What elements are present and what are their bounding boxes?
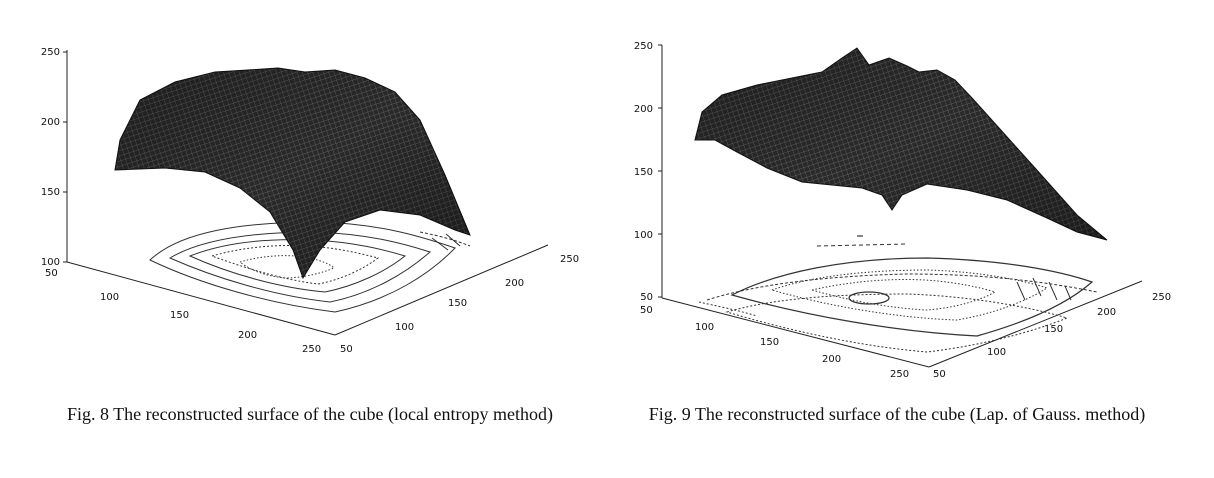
x-tick-label: 100 xyxy=(100,292,119,303)
y-tick-label: 100 xyxy=(395,322,414,333)
y-tick-label: 200 xyxy=(505,278,524,289)
x-tick-label: 250 xyxy=(890,369,909,380)
x-tick-label: 50 xyxy=(45,268,58,279)
x-tick-label: 50 xyxy=(640,305,653,316)
z-tick-label: 250 xyxy=(634,41,653,52)
y-tick-label: 100 xyxy=(987,347,1006,358)
x-tick-label: 150 xyxy=(760,337,779,348)
figure-caption: Fig. 8 The reconstructed surface of the … xyxy=(67,404,553,424)
surface-plot-fig8: 250 200 150 100 50 100 150 200 250 50 10… xyxy=(41,47,579,355)
x-tick-label: 150 xyxy=(170,310,189,321)
y-tick-label: 250 xyxy=(1152,292,1171,303)
contour-lines-fig9 xyxy=(698,235,1098,353)
z-tick-label: 150 xyxy=(41,187,60,198)
x-tick-label: 250 xyxy=(302,344,321,355)
y-tick-label: 150 xyxy=(448,298,467,309)
x-axis-fig8 xyxy=(66,261,336,336)
z-tick-label: 100 xyxy=(634,230,653,241)
contour-lines-fig8 xyxy=(149,221,471,313)
z-tick-label: 200 xyxy=(41,117,60,128)
surface-mesh-fig9 xyxy=(694,47,1108,241)
figure-9: 250 200 150 100 50 50 100 150 200 250 50… xyxy=(607,0,1207,478)
tick-marks-fig9 xyxy=(658,44,662,298)
figure-caption: Fig. 9 The reconstructed surface of the … xyxy=(648,404,1146,424)
y-tick-label: 50 xyxy=(340,344,353,355)
tick-marks-fig8 xyxy=(63,51,67,263)
x-axis-fig9 xyxy=(661,297,930,368)
axes-fig8 xyxy=(66,50,549,336)
z-tick-label: 200 xyxy=(634,104,653,115)
surface-plot-fig9: 250 200 150 100 50 50 100 150 200 250 50… xyxy=(634,41,1171,380)
x-tick-label: 200 xyxy=(238,330,257,341)
z-tick-label: 150 xyxy=(634,167,653,178)
y-tick-label: 250 xyxy=(560,254,579,265)
y-tick-label: 200 xyxy=(1097,307,1116,318)
z-tick-label: 100 xyxy=(41,257,60,268)
x-tick-label: 200 xyxy=(822,354,841,365)
y-tick-label: 150 xyxy=(1044,324,1063,335)
y-tick-label: 50 xyxy=(933,369,946,380)
z-tick-label: 250 xyxy=(41,47,60,58)
z-tick-label: 50 xyxy=(640,292,653,303)
figure-8: 250 200 150 100 50 100 150 200 250 50 10… xyxy=(0,0,600,478)
y-axis-fig8 xyxy=(334,244,549,336)
surface-mesh-fig8 xyxy=(114,67,471,280)
x-tick-label: 100 xyxy=(695,322,714,333)
y-axis-fig9 xyxy=(928,280,1143,368)
